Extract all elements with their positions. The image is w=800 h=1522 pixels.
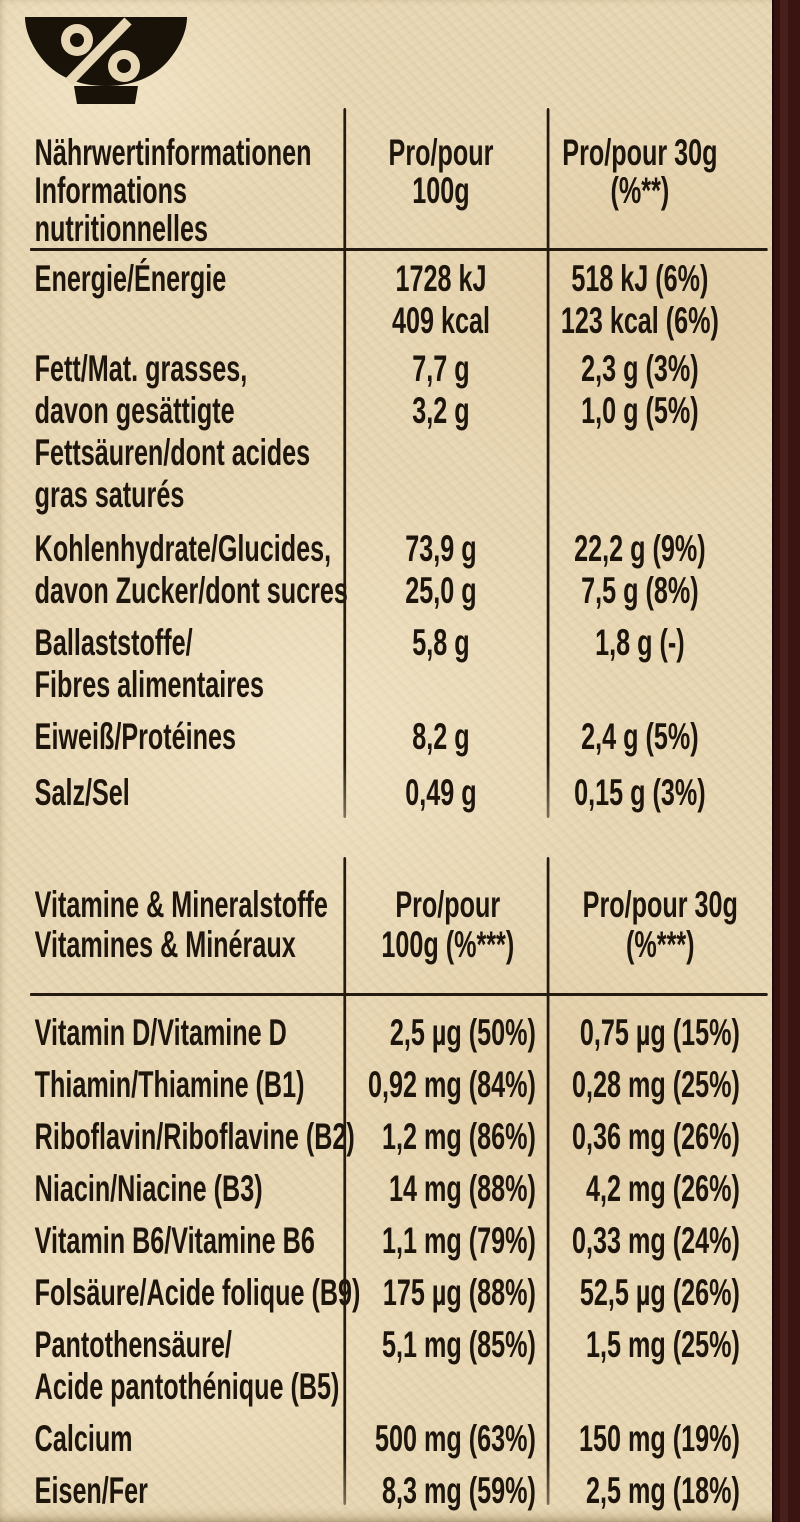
- value-per-100g: 0,92 mg (84%): [368, 1064, 536, 1105]
- value-per-100g: 5,8 g: [412, 622, 470, 663]
- table-row: Riboflavin/Riboflavine (B2) 1,2 mg (86%)…: [0, 1116, 800, 1158]
- header-row: Vitamine & Mineralstoffe Vitamines & Min…: [0, 855, 800, 965]
- nutrient-label: Vitamin B6/Vitamine B6: [34, 1220, 315, 1261]
- nutrient-label: Energie/Énergie: [34, 258, 227, 299]
- table-row: Salz/Sel 0,49 g 0,15 g (3%): [0, 772, 800, 814]
- table-row: Vitamin B6/Vitamine B6 1,1 mg (79%) 0,33…: [0, 1220, 800, 1262]
- value-per-30g: 52,5 µg (26%): [579, 1272, 740, 1313]
- nutrient-label: Calcium: [34, 1418, 133, 1459]
- nutrient-label: Ballaststoffe/ Fibres alimentaires: [34, 622, 265, 705]
- table-row: Vitamin D/Vitamine D 2,5 µg (50%) 0,75 µ…: [0, 1012, 800, 1054]
- value-per-100g: 8,3 mg (59%): [382, 1470, 536, 1511]
- table-row: Pantothensäure/ Acide pantothénique (B5)…: [0, 1324, 800, 1408]
- percent-bowl-icon: [25, 17, 187, 104]
- value-per-100g: 175 µg (88%): [382, 1272, 536, 1313]
- value-per-30g: 2,3 g (3%) 1,0 g (5%): [581, 348, 699, 431]
- value-per-30g: 1,8 g (-): [595, 622, 685, 663]
- nutrient-label: Niacin/Niacine (B3): [34, 1168, 263, 1209]
- table-row: Thiamin/Thiamine (B1) 0,92 mg (84%) 0,28…: [0, 1064, 800, 1106]
- nutrient-label: Fett/Mat. grasses, davon gesättigte Fett…: [34, 348, 311, 515]
- column-divider: [546, 857, 550, 1505]
- nutrient-label: Thiamin/Thiamine (B1): [34, 1064, 305, 1105]
- value-per-30g: 2,4 g (5%): [581, 716, 699, 757]
- table-row: Eiweiß/Protéines 8,2 g 2,4 g (5%): [0, 716, 800, 758]
- nutrient-label: Vitamin D/Vitamine D: [34, 1012, 287, 1053]
- value-per-30g: 0,33 mg (24%): [572, 1220, 740, 1261]
- table-body: Vitamin D/Vitamine D 2,5 µg (50%) 0,75 µ…: [0, 1012, 800, 1512]
- value-per-30g: 2,5 mg (18%): [586, 1470, 740, 1511]
- table-row: Ballaststoffe/ Fibres alimentaires 5,8 g…: [0, 622, 800, 706]
- table-row: Fett/Mat. grasses, davon gesättigte Fett…: [0, 348, 800, 516]
- table-row: Folsäure/Acide folique (B9) 175 µg (88%)…: [0, 1272, 800, 1314]
- horizontal-rule: [29, 248, 768, 251]
- nutrient-label: Folsäure/Acide folique (B9): [34, 1272, 361, 1313]
- horizontal-rule: [29, 993, 768, 996]
- vitamins-minerals-table: Vitamine & Mineralstoffe Vitamines & Min…: [0, 855, 800, 1515]
- value-per-30g: 0,75 µg (15%): [579, 1012, 740, 1053]
- nutrient-label: Eiweiß/Protéines: [34, 716, 237, 757]
- value-per-100g: 1728 kJ 409 kcal: [392, 258, 490, 341]
- value-per-30g: 150 mg (19%): [579, 1418, 740, 1459]
- table-row: Niacin/Niacine (B3) 14 mg (88%) 4,2 mg (…: [0, 1168, 800, 1210]
- value-per-30g: 0,28 mg (25%): [572, 1064, 740, 1105]
- value-per-100g: 500 mg (63%): [375, 1418, 536, 1459]
- column-header-nutrients: Nährwertinformationen Informations nutri…: [34, 132, 312, 249]
- table-row: Eisen/Fer 8,3 mg (59%) 2,5 mg (18%): [0, 1470, 800, 1512]
- table-body: Energie/Énergie 1728 kJ 409 kcal 518 kJ …: [0, 258, 800, 814]
- column-header-vitamins: Vitamine & Mineralstoffe Vitamines & Min…: [34, 884, 328, 965]
- nutrient-label: Salz/Sel: [34, 772, 130, 813]
- column-divider: [343, 857, 347, 1505]
- percent-bowl-logo: [22, 15, 190, 112]
- value-per-100g: 5,1 mg (85%): [382, 1324, 536, 1365]
- value-per-100g: 0,49 g: [405, 772, 477, 813]
- value-per-100g: 2,5 µg (50%): [389, 1012, 536, 1053]
- value-per-30g: 0,36 mg (26%): [572, 1116, 740, 1157]
- box-edge: [772, 0, 800, 1522]
- value-per-30g: 0,15 g (3%): [574, 772, 706, 813]
- nutrient-label: Pantothensäure/ Acide pantothénique (B5): [34, 1324, 340, 1407]
- header-row: Nährwertinformationen Informations nutri…: [0, 100, 800, 248]
- value-per-100g: 73,9 g 25,0 g: [405, 528, 477, 611]
- macronutrients-table: Nährwertinformationen Informations nutri…: [0, 100, 800, 840]
- table-row: Kohlenhydrate/Glucides, davon Zucker/don…: [0, 528, 800, 612]
- nutrient-label: Eisen/Fer: [34, 1470, 148, 1511]
- column-header-per-30g: Pro/pour 30g (%***): [582, 884, 738, 965]
- nutrient-label: Riboflavin/Riboflavine (B2): [34, 1116, 355, 1157]
- table-row: Energie/Énergie 1728 kJ 409 kcal 518 kJ …: [0, 258, 800, 342]
- value-per-100g: 8,2 g: [412, 716, 470, 757]
- column-header-per-100g: Pro/pour 100g (%***): [381, 884, 515, 965]
- value-per-30g: 22,2 g (9%) 7,5 g (8%): [574, 528, 706, 611]
- value-per-30g: 1,5 mg (25%): [586, 1324, 740, 1365]
- value-per-30g: 518 kJ (6%) 123 kcal (6%): [560, 258, 719, 341]
- value-per-100g: 1,2 mg (86%): [382, 1116, 536, 1157]
- column-divider: [343, 108, 347, 818]
- column-header-per-100g: Pro/pour 100g: [388, 132, 494, 211]
- value-per-100g: 7,7 g 3,2 g: [412, 348, 470, 431]
- value-per-30g: 4,2 mg (26%): [586, 1168, 740, 1209]
- column-divider: [546, 108, 550, 818]
- value-per-100g: 1,1 mg (79%): [382, 1220, 536, 1261]
- table-row: Calcium 500 mg (63%) 150 mg (19%): [0, 1418, 800, 1460]
- nutrient-label: Kohlenhydrate/Glucides, davon Zucker/don…: [34, 528, 348, 611]
- column-header-per-30g: Pro/pour 30g (%**): [562, 132, 718, 211]
- value-per-100g: 14 mg (88%): [389, 1168, 536, 1209]
